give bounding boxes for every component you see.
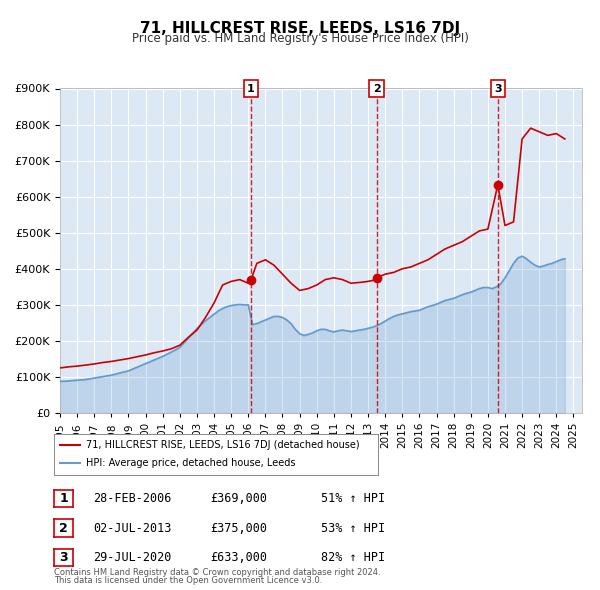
Text: 1: 1	[59, 492, 68, 505]
Text: 02-JUL-2013: 02-JUL-2013	[93, 522, 172, 535]
Text: 2: 2	[373, 84, 380, 93]
Text: Contains HM Land Registry data © Crown copyright and database right 2024.: Contains HM Land Registry data © Crown c…	[54, 568, 380, 577]
Text: 53% ↑ HPI: 53% ↑ HPI	[321, 522, 385, 535]
Text: £633,000: £633,000	[210, 551, 267, 564]
Text: Price paid vs. HM Land Registry's House Price Index (HPI): Price paid vs. HM Land Registry's House …	[131, 32, 469, 45]
Text: 2: 2	[59, 522, 68, 535]
Text: £369,000: £369,000	[210, 492, 267, 505]
Text: 28-FEB-2006: 28-FEB-2006	[93, 492, 172, 505]
Text: 71, HILLCREST RISE, LEEDS, LS16 7DJ: 71, HILLCREST RISE, LEEDS, LS16 7DJ	[140, 21, 460, 35]
Text: 71, HILLCREST RISE, LEEDS, LS16 7DJ (detached house): 71, HILLCREST RISE, LEEDS, LS16 7DJ (det…	[86, 440, 360, 450]
Text: 3: 3	[494, 84, 502, 93]
Text: 29-JUL-2020: 29-JUL-2020	[93, 551, 172, 564]
Text: 1: 1	[247, 84, 255, 93]
Text: £375,000: £375,000	[210, 522, 267, 535]
Text: This data is licensed under the Open Government Licence v3.0.: This data is licensed under the Open Gov…	[54, 576, 322, 585]
Text: 3: 3	[59, 551, 68, 564]
Text: 82% ↑ HPI: 82% ↑ HPI	[321, 551, 385, 564]
Text: HPI: Average price, detached house, Leeds: HPI: Average price, detached house, Leed…	[86, 458, 296, 468]
Text: 51% ↑ HPI: 51% ↑ HPI	[321, 492, 385, 505]
